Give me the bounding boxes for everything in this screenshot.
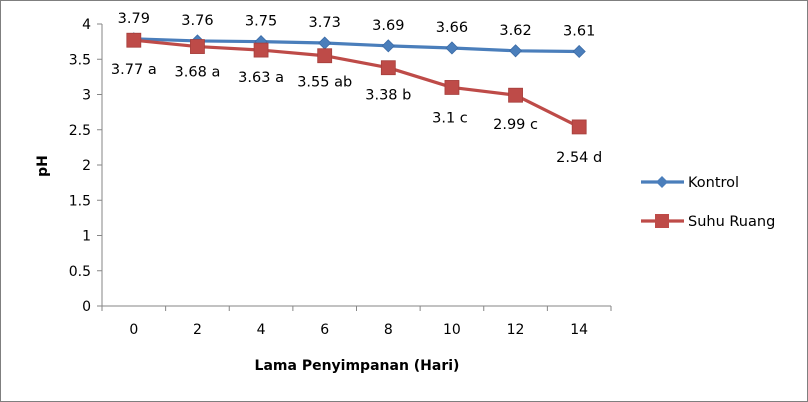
legend-marker-kontrol xyxy=(656,176,668,188)
data-label: 3.55 ab xyxy=(297,75,352,91)
data-point-suhu-ruang xyxy=(571,119,587,135)
x-tick-label: 8 xyxy=(384,322,393,338)
data-label: 3.77 a xyxy=(111,62,157,78)
data-label: 3.38 b xyxy=(365,88,411,104)
x-tick-label: 6 xyxy=(320,322,329,338)
data-point-kontrol xyxy=(381,39,395,53)
legend-marker-suhu-ruang xyxy=(655,214,669,228)
data-point-suhu-ruang xyxy=(444,80,460,95)
y-tick-label: 1 xyxy=(82,229,91,245)
y-tick-label: 3.5 xyxy=(69,52,91,68)
data-label: 3.76 xyxy=(181,13,213,29)
data-label: 3.73 xyxy=(309,15,341,31)
series-line-suhu-ruang xyxy=(133,38,580,129)
data-point-suhu-ruang xyxy=(190,39,205,54)
x-tick-label: 14 xyxy=(570,322,588,338)
legend-label-kontrol: Kontrol xyxy=(688,175,739,191)
data-label: 3.79 xyxy=(118,11,150,27)
y-tick-label: 4 xyxy=(82,17,91,33)
data-label: 3.68 a xyxy=(175,65,221,81)
data-label: 3.63 a xyxy=(238,70,284,86)
data-label: 3.1 c xyxy=(432,110,468,126)
data-label: 3.61 xyxy=(563,23,595,39)
y-tick-label: 0 xyxy=(82,299,91,315)
data-label: 3.62 xyxy=(499,23,531,39)
y-tick-label: 2 xyxy=(82,158,91,174)
data-point-suhu-ruang xyxy=(253,42,269,58)
data-point-kontrol xyxy=(508,44,523,58)
series-line-kontrol xyxy=(133,37,580,54)
x-tick-label: 12 xyxy=(507,322,525,338)
data-point-suhu-ruang xyxy=(380,60,396,76)
y-tick-label: 2.5 xyxy=(69,123,91,139)
data-label: 3.75 xyxy=(245,14,277,30)
data-point-kontrol xyxy=(445,41,459,55)
data-label: 2.54 d xyxy=(556,150,602,166)
data-point-suhu-ruang xyxy=(126,32,142,48)
x-tick-label: 10 xyxy=(443,322,461,338)
data-point-kontrol xyxy=(318,36,332,50)
data-label: 3.69 xyxy=(372,18,404,34)
y-axis-title: pH xyxy=(35,155,51,177)
data-label: 3.66 xyxy=(436,20,468,36)
legend-label-suhu-ruang: Suhu Ruang xyxy=(688,214,775,230)
x-axis-title: Lama Penyimpanan (Hari) xyxy=(255,358,460,374)
data-point-suhu-ruang xyxy=(317,48,333,64)
data-point-suhu-ruang xyxy=(508,87,523,103)
y-tick-label: 0.5 xyxy=(69,264,91,280)
y-tick-label: 3 xyxy=(82,88,91,104)
data-point-kontrol xyxy=(572,44,586,59)
x-tick-label: 0 xyxy=(129,322,138,338)
y-tick-label: 1.5 xyxy=(69,193,91,209)
x-tick-label: 4 xyxy=(257,322,266,338)
x-tick-label: 2 xyxy=(193,322,202,338)
data-label: 2.99 c xyxy=(493,117,538,133)
